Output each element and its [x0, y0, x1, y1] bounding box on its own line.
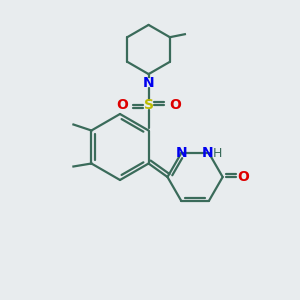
- Text: H: H: [213, 147, 222, 160]
- Text: O: O: [238, 170, 250, 184]
- Text: N: N: [176, 146, 187, 160]
- Text: N: N: [143, 76, 154, 89]
- Text: O: O: [116, 98, 128, 112]
- Text: N: N: [202, 146, 213, 160]
- Text: S: S: [144, 98, 154, 112]
- Text: O: O: [169, 98, 181, 112]
